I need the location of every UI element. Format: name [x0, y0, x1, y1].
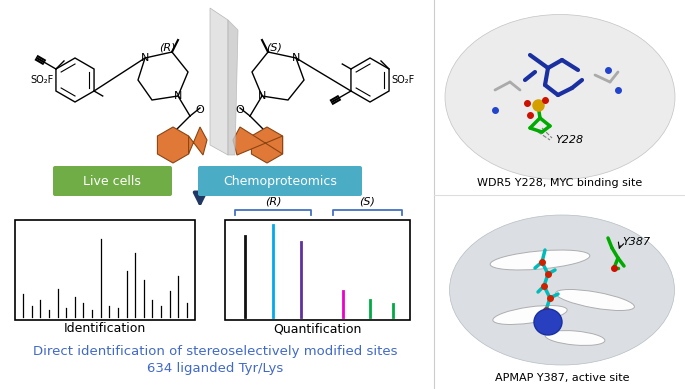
Text: SO₂F: SO₂F [30, 75, 53, 85]
FancyBboxPatch shape [198, 166, 362, 196]
Polygon shape [228, 20, 238, 155]
Text: Quantification: Quantification [273, 322, 362, 335]
FancyBboxPatch shape [53, 166, 172, 196]
Text: SO₂F: SO₂F [391, 75, 414, 85]
Text: N: N [174, 91, 182, 101]
Ellipse shape [493, 305, 567, 324]
Polygon shape [188, 127, 207, 155]
Ellipse shape [449, 215, 675, 365]
Text: (R): (R) [264, 196, 282, 206]
Bar [225, 220, 410, 320]
Text: (S): (S) [360, 196, 375, 206]
Text: N: N [292, 53, 300, 63]
Text: O: O [196, 105, 204, 115]
Polygon shape [210, 8, 228, 155]
Text: Y228: Y228 [555, 135, 583, 145]
Text: (R): (R) [159, 42, 175, 52]
Ellipse shape [534, 309, 562, 335]
Text: Y387: Y387 [622, 237, 650, 247]
Text: Chemoproteomics: Chemoproteomics [223, 175, 337, 187]
Bar [15, 220, 195, 320]
Text: N: N [258, 91, 266, 101]
Ellipse shape [545, 331, 605, 345]
Text: O: O [236, 105, 245, 115]
Ellipse shape [490, 250, 590, 270]
Text: (S): (S) [266, 42, 282, 52]
Polygon shape [158, 127, 188, 163]
Text: Live cells: Live cells [83, 175, 141, 187]
Ellipse shape [445, 14, 675, 179]
Text: Identification: Identification [64, 322, 146, 335]
Text: N: N [141, 53, 149, 63]
Text: WDR5 Y228, MYC binding site: WDR5 Y228, MYC binding site [477, 178, 643, 188]
Polygon shape [251, 127, 283, 163]
Polygon shape [233, 127, 283, 155]
Ellipse shape [556, 289, 634, 310]
Text: Direct identification of stereoselectively modified sites
634 liganded Tyr/Lys: Direct identification of stereoselective… [33, 345, 397, 375]
Text: APMAP Y387, active site: APMAP Y387, active site [495, 373, 630, 383]
